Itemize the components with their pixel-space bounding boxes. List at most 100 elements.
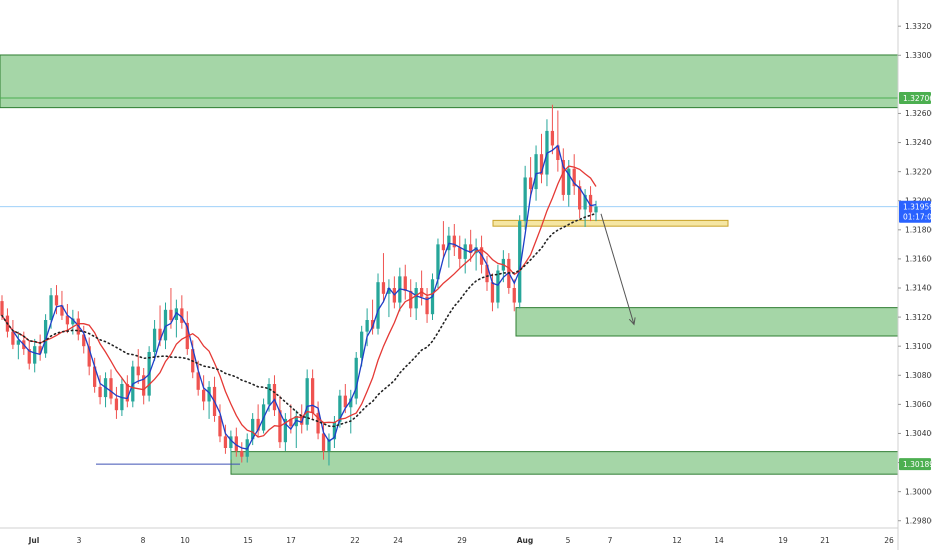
candle-body [87, 346, 91, 367]
price-tick-label: 1.30800 [905, 371, 932, 380]
candle-body [27, 349, 31, 364]
candle-body [441, 244, 446, 251]
price-tag [899, 200, 931, 223]
price-tick-label: 1.30400 [905, 429, 932, 438]
candle-body [485, 264, 489, 283]
price-tick-label: 1.32600 [905, 109, 932, 118]
price-tick-label: 1.33000 [905, 51, 932, 60]
candle-body [381, 282, 386, 294]
candle-body [251, 418, 255, 440]
candle-body [414, 288, 418, 309]
candle-body [365, 320, 369, 332]
candle-body [11, 331, 15, 345]
candle-body [556, 145, 560, 160]
candle-body [174, 308, 179, 320]
candle-body [49, 295, 53, 320]
candle-body [539, 154, 544, 175]
candle-body [490, 282, 495, 303]
candle-body [71, 318, 75, 325]
candle-body [387, 288, 391, 294]
time-tick-label: 29 [457, 536, 467, 545]
candle-body [338, 395, 342, 422]
candle-body [65, 315, 70, 325]
time-axis[interactable]: Jul 3 8 10 15 17 22 24 29 Aug 5 7 12 14 19 21 26 [0, 527, 898, 545]
target-demand-zone [515, 307, 899, 337]
candle-body [316, 413, 320, 434]
candle-body [93, 366, 97, 387]
price-tag [899, 458, 931, 471]
candle-body [98, 386, 102, 398]
time-tick-label: 14 [714, 536, 724, 545]
time-tick-label: 26 [884, 536, 894, 545]
candle-body [518, 221, 522, 303]
lower-demand-zone [230, 451, 899, 475]
candle-body [218, 416, 222, 437]
candle-body [196, 372, 200, 390]
breakout-level [492, 219, 729, 227]
price-tick-label: 1.30000 [905, 487, 932, 496]
time-tick-label: 8 [141, 536, 146, 545]
candle-body [360, 331, 364, 358]
candle-body [567, 168, 571, 195]
time-tick-label: Aug [517, 536, 534, 545]
price-tick-label: 1.32400 [905, 138, 932, 147]
time-tick-label: 12 [672, 536, 682, 545]
candle-body [82, 334, 86, 347]
time-tick-label: 10 [180, 536, 190, 545]
candle-body [33, 346, 37, 364]
candles-layer [0, 104, 598, 466]
candle-body [343, 395, 347, 408]
time-tick-label: Jul [28, 536, 40, 545]
price-tick-label: 1.31800 [905, 226, 932, 235]
candle-body [572, 168, 576, 187]
moving-averages-layer [1, 144, 597, 450]
time-tick-label: 3 [77, 536, 82, 545]
candle-body [583, 194, 587, 210]
candle-body [528, 177, 533, 190]
slow-ma [1, 212, 597, 428]
candle-body [403, 276, 407, 291]
price-tick-label: 1.29800 [905, 516, 932, 525]
candle-body [54, 295, 59, 306]
candle-body [223, 436, 228, 448]
candle-body [550, 130, 555, 146]
candle-body [354, 357, 358, 399]
candle-body [289, 418, 293, 427]
candle-body [310, 378, 315, 414]
price-tick-label: 1.31200 [905, 313, 932, 322]
candle-body [267, 384, 271, 405]
candle-body [16, 340, 20, 345]
price-tag-label: 1.31959 [903, 203, 932, 212]
candle-body [169, 309, 173, 320]
price-tag-label: 1.32706 [903, 94, 932, 103]
candle-body [272, 384, 277, 411]
candle-body [229, 436, 233, 448]
candle-body [234, 436, 238, 451]
candle-body [283, 418, 288, 443]
fast-ma [1, 144, 597, 450]
time-tick-label: 5 [566, 536, 571, 545]
time-tick-label: 24 [393, 536, 403, 545]
price-tick-label: 1.33200 [905, 22, 932, 31]
candle-body [474, 247, 478, 254]
candle-body [142, 375, 146, 396]
price-tick-label: 1.31600 [905, 255, 932, 264]
candle-body [240, 450, 244, 457]
projection-layer [600, 213, 636, 326]
time-tick-label: 17 [286, 536, 296, 545]
countdown-label: 01:17:04 [903, 213, 932, 222]
candle-body [158, 328, 162, 341]
candle-body [109, 378, 113, 399]
candle-body [469, 244, 473, 254]
time-tick-label: 22 [350, 536, 360, 545]
price-tag [899, 92, 931, 105]
candle-body [534, 154, 538, 190]
time-tick-label: 19 [778, 536, 788, 545]
candle-body [561, 160, 565, 195]
projection-arrow-head [628, 317, 636, 326]
candle-body [163, 309, 168, 341]
candle-body [305, 378, 309, 425]
candle-body [349, 398, 353, 408]
